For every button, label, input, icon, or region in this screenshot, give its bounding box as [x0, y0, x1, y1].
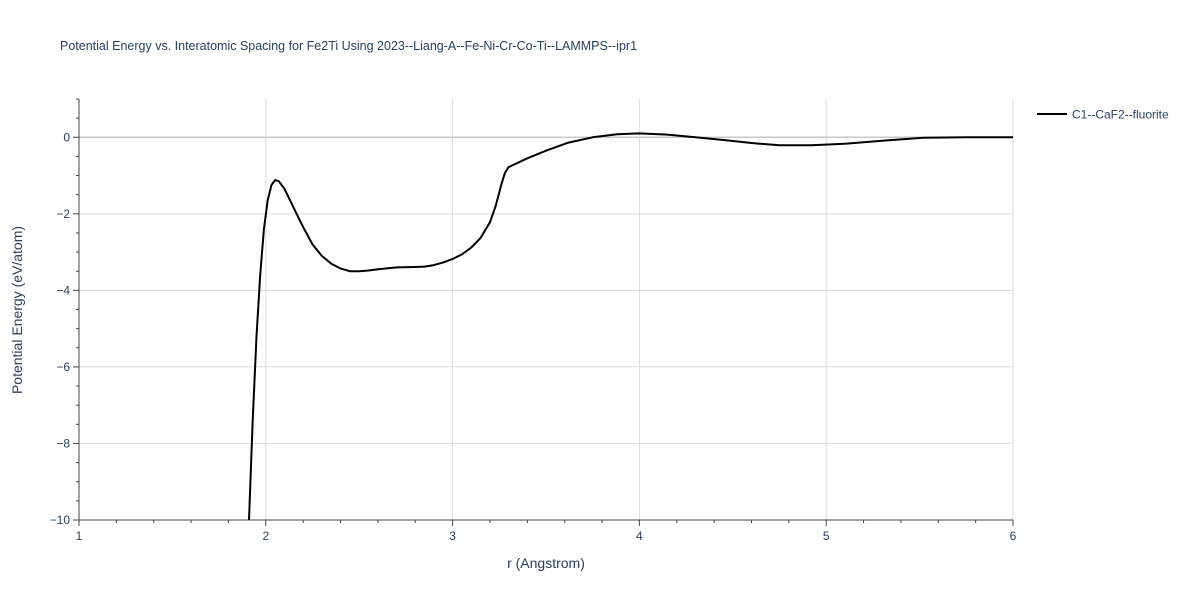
- x-tick-label: 1: [76, 529, 83, 543]
- y-tick-label: −2: [56, 207, 70, 221]
- y-tick-label: −4: [56, 283, 70, 297]
- y-tick-label: −8: [56, 436, 70, 450]
- axis-layer: 1 2 3 4 5 6 −10 −8 −6 −4 −2 0: [50, 98, 1017, 543]
- series-layer: [248, 132, 1013, 521]
- series-line: [248, 132, 1013, 521]
- x-tick-label: 4: [636, 529, 643, 543]
- x-axis-title: r (Angstrom): [507, 555, 585, 571]
- y-tick-label: 0: [63, 130, 70, 144]
- x-tick-label: 3: [449, 529, 456, 543]
- x-tick-label: 5: [823, 529, 830, 543]
- x-tick-label: 6: [1010, 529, 1017, 543]
- grid-layer: [79, 99, 1014, 520]
- y-tick-label: −10: [50, 513, 71, 527]
- y-axis-title: Potential Energy (eV/atom): [9, 226, 25, 394]
- legend-label: C1--CaF2--fluorite: [1072, 108, 1169, 122]
- legend[interactable]: C1--CaF2--fluorite: [1037, 108, 1169, 122]
- x-tick-label: 2: [262, 529, 269, 543]
- chart-title: Potential Energy vs. Interatomic Spacing…: [60, 39, 637, 53]
- y-tick-label: −6: [56, 360, 70, 374]
